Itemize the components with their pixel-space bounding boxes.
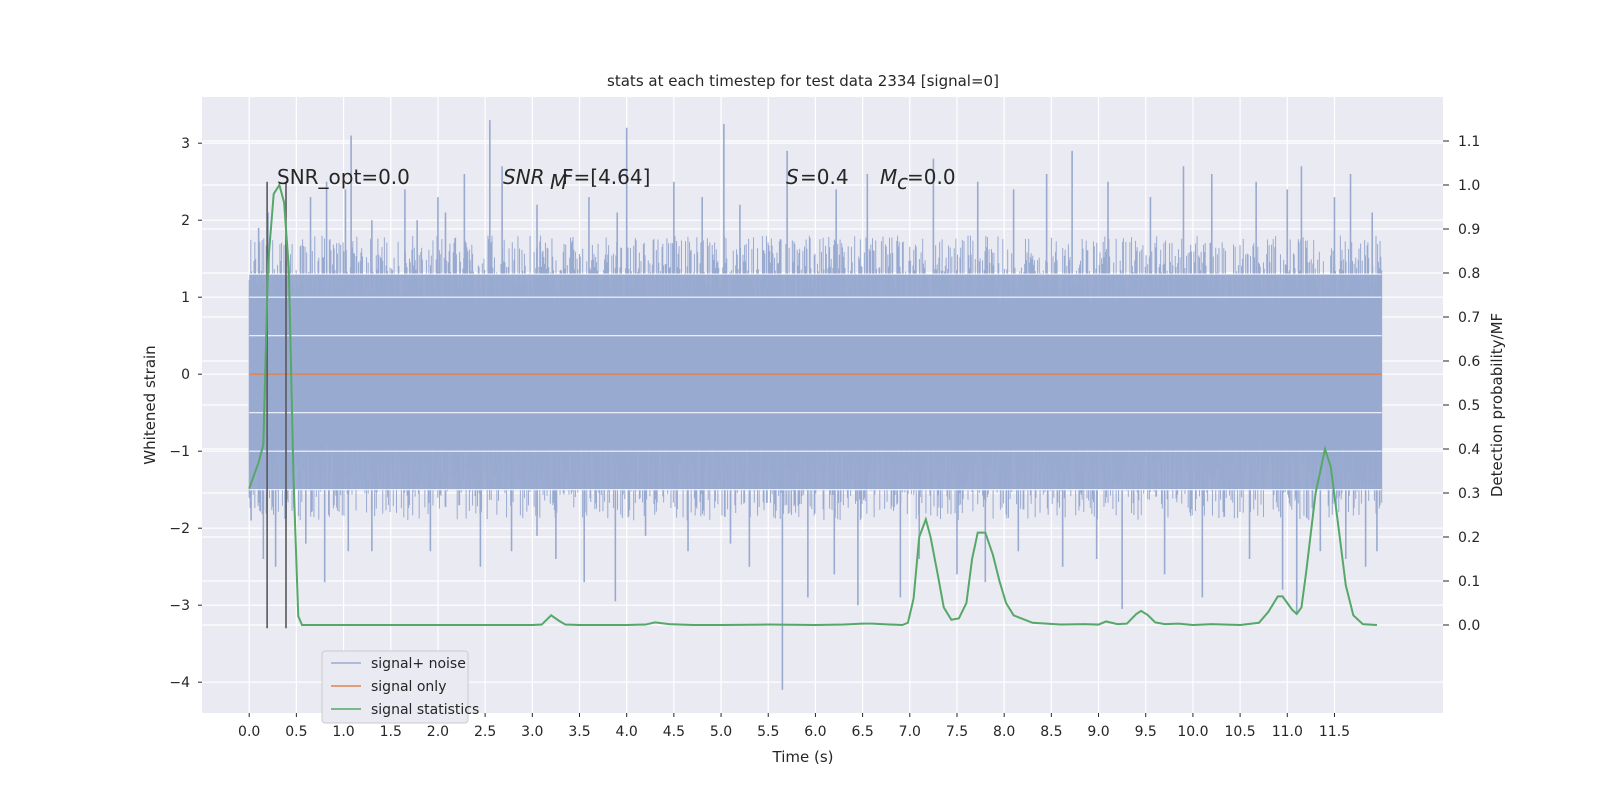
y2-tick-label: 0.3 — [1458, 486, 1480, 502]
y2-tick-label: 0.6 — [1458, 354, 1480, 370]
x-tick-label: 5.5 — [757, 724, 779, 740]
y2-tick-label: 0.7 — [1458, 310, 1480, 326]
y2-tick-label: 0.2 — [1458, 530, 1480, 546]
annotations: SNR_opt=0.0 SNR M F=[4.64] S =0.4 M c =0… — [277, 165, 956, 194]
x-tick-label: 11.5 — [1319, 724, 1350, 740]
chart-title: stats at each timestep for test data 233… — [607, 72, 999, 90]
y2-tick-label: 0.4 — [1458, 442, 1480, 458]
vertical-markers — [266, 181, 287, 629]
signal-statistics-line — [248, 182, 1378, 627]
y-tick-label: 1 — [181, 290, 190, 306]
y2-tick-label: 1.1 — [1458, 134, 1480, 150]
annotation-mc-value: =0.0 — [907, 165, 956, 189]
x-tick-label: 0.0 — [238, 724, 260, 740]
annotation-snr-mf-label: SNR — [503, 165, 545, 189]
y-tick-label: −3 — [169, 598, 190, 614]
x-tick-label: 7.0 — [899, 724, 921, 740]
x-tick-label: 3.5 — [568, 724, 590, 740]
x-tick-label: 4.0 — [616, 724, 638, 740]
y2-tick-label: 1.0 — [1458, 178, 1480, 194]
annotation-s-value: =0.4 — [800, 165, 849, 189]
x-tick-label: 6.5 — [851, 724, 873, 740]
y-tick-label: −2 — [169, 521, 190, 537]
x-tick-label: 10.0 — [1177, 724, 1208, 740]
x-tick-label: 11.0 — [1272, 724, 1303, 740]
annotation-snr-mf-subscript: M — [550, 170, 567, 194]
y-tick-label: −1 — [169, 444, 190, 460]
y-tick-label: 2 — [181, 213, 190, 229]
y2-axis-title: Detection probability/MF — [1488, 313, 1506, 497]
annotation-mc-subscript: c — [897, 170, 908, 194]
legend-label-signal-statistics: signal statistics — [371, 702, 479, 718]
x-tick-label: 5.0 — [710, 724, 732, 740]
series-signal-plus-noise — [248, 120, 1383, 690]
annotation-mc-label: M — [880, 165, 897, 189]
x-tick-label: 9.0 — [1087, 724, 1109, 740]
annotation-snr-mf-value: F=[4.64] — [562, 165, 650, 189]
x-tick-label: 2.0 — [427, 724, 449, 740]
x-tick-label: 1.0 — [332, 724, 354, 740]
legend-label-signal-plus-noise: signal+ noise — [371, 656, 466, 672]
x-tick-label: 9.5 — [1135, 724, 1157, 740]
series-signal-statistics — [248, 182, 1378, 627]
x-tick-label: 4.5 — [663, 724, 685, 740]
y-tick-label: −4 — [169, 675, 190, 691]
y-axis-title: Whitened strain — [141, 345, 159, 464]
y2-tick-label: 0.8 — [1458, 266, 1480, 282]
x-axis-title: Time (s) — [772, 748, 834, 766]
x-tick-label: 8.0 — [993, 724, 1015, 740]
noise-trace — [248, 235, 1383, 521]
legend-box — [321, 650, 469, 724]
y-tick-label: 0 — [181, 367, 190, 383]
y2-tick-labels: 0.0 0.1 0.2 0.3 0.4 0.5 0.6 0.7 0.8 0.9 1.0 1.1 — [1443, 134, 1480, 634]
y2-tick-label: 0.0 — [1458, 618, 1480, 634]
x-tick-label: 8.5 — [1040, 724, 1062, 740]
x-tick-label: 7.5 — [946, 724, 968, 740]
legend: signal+ noise signal only signal statist… — [321, 650, 479, 724]
x-tick-label: 3.0 — [521, 724, 543, 740]
legend-label-signal-only: signal only — [371, 679, 446, 695]
x-tick-labels: 0.0 0.5 1.0 1.5 2.0 2.5 3.0 3.5 4.0 4.5 5.0 5.5 6.0 6… — [238, 713, 1350, 740]
x-tick-label: 0.5 — [285, 724, 307, 740]
y-tick-labels: −4 −3 −2 −1 0 1 2 3 — [169, 136, 202, 691]
y2-tick-label: 0.5 — [1458, 398, 1480, 414]
y2-tick-label: 0.9 — [1458, 222, 1480, 238]
x-tick-label: 2.5 — [474, 724, 496, 740]
x-tick-label: 10.5 — [1225, 724, 1256, 740]
x-tick-label: 1.5 — [380, 724, 402, 740]
annotation-snr-opt: SNR_opt=0.0 — [277, 165, 410, 189]
annotation-s-label: S — [786, 165, 799, 189]
y-tick-label: 3 — [181, 136, 190, 152]
y2-tick-label: 0.1 — [1458, 574, 1480, 590]
x-tick-label: 6.0 — [804, 724, 826, 740]
